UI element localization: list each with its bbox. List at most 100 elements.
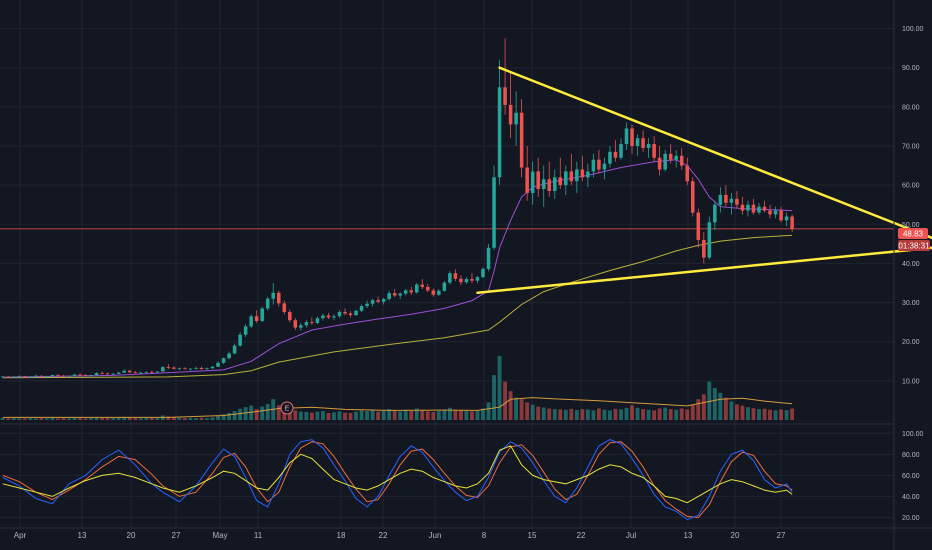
last-price-value: 48.83 <box>903 230 924 239</box>
volume-bar <box>287 409 292 420</box>
candle <box>254 310 259 323</box>
candle-body <box>696 212 701 240</box>
volume-bar <box>359 410 364 420</box>
candle <box>751 198 756 215</box>
volume-bar <box>630 405 634 420</box>
volume-bar <box>503 381 508 420</box>
volume-bar <box>343 412 347 420</box>
candle-body <box>702 239 706 258</box>
candle <box>0 375 5 378</box>
candle <box>94 372 99 376</box>
volume-bar <box>381 410 386 420</box>
volume-bar <box>734 404 739 420</box>
volume-bar <box>492 375 496 420</box>
candle-body <box>597 159 601 170</box>
volume-bar <box>78 418 82 420</box>
candle <box>6 375 11 378</box>
volume-bar <box>547 408 552 420</box>
candle <box>591 153 596 178</box>
earnings-event-label: E <box>285 406 290 413</box>
candle <box>150 370 154 374</box>
volume-bar <box>194 418 198 420</box>
price-axis[interactable]: 10.00 20.00 30.00 40.00 50.00 60.00 70.00 80.00… <box>902 26 924 385</box>
candle-body <box>177 368 182 370</box>
candle-body <box>503 87 507 105</box>
volume-bar <box>39 418 44 420</box>
candle <box>779 206 783 223</box>
earnings-event-marker[interactable]: E <box>280 401 294 415</box>
candle-body <box>337 311 342 317</box>
volume-bar <box>133 418 138 420</box>
candle-body <box>768 210 772 215</box>
candle <box>392 288 397 298</box>
volume-bar <box>392 410 397 420</box>
volume-bar <box>332 412 336 420</box>
candle-body <box>569 171 574 182</box>
volume-bar <box>227 412 232 420</box>
candle-body <box>431 290 436 295</box>
candle <box>276 290 281 307</box>
candle <box>575 161 579 193</box>
volume-bar <box>514 397 519 420</box>
candle-body <box>343 311 347 314</box>
candle-body <box>492 177 496 248</box>
volume-bar <box>751 408 756 420</box>
volume-bar <box>602 409 607 420</box>
candle <box>83 374 88 377</box>
volume-bar <box>221 414 226 420</box>
volume-bar <box>790 408 795 420</box>
candle-body <box>188 368 193 370</box>
candle <box>690 177 695 217</box>
candle <box>558 157 563 190</box>
volume-bar <box>398 411 403 420</box>
volume-bar <box>718 392 723 420</box>
candle-body <box>481 268 485 278</box>
candle <box>199 366 204 370</box>
volume-bar <box>304 412 309 420</box>
candle <box>398 292 402 300</box>
candle-body <box>56 374 60 376</box>
candle-body <box>514 112 518 125</box>
candle <box>718 187 723 213</box>
volume-bar <box>470 411 474 420</box>
candle <box>161 365 165 372</box>
candle-body <box>260 308 264 321</box>
volume-bar <box>326 412 331 420</box>
oscillator-axis[interactable]: 20.00 40.00 60.00 80.00 100.00 <box>902 431 924 522</box>
volume-bar <box>464 410 469 420</box>
volume-bar <box>56 418 60 420</box>
time-axis[interactable]: Apr 13 20 27 May 11 18 22 Jun 8 15 22 Jul 13 20 27 <box>14 531 786 540</box>
price-tick-label: 100.00 <box>902 26 924 33</box>
volume-bar <box>282 407 287 420</box>
candle-body <box>111 373 115 375</box>
candle-body <box>530 171 535 193</box>
volume-bar <box>403 409 408 420</box>
volume-bar <box>663 407 668 420</box>
time-tick-label: 18 <box>337 531 346 540</box>
candle <box>155 371 160 374</box>
candle-body <box>116 372 121 374</box>
candle <box>17 375 22 378</box>
candle <box>227 351 231 360</box>
candle <box>221 357 226 365</box>
candle-body <box>635 138 640 146</box>
trendline[interactable] <box>476 246 932 295</box>
candle-body <box>453 273 458 279</box>
candle <box>420 279 425 289</box>
triangle-pattern[interactable] <box>476 66 932 295</box>
candle <box>359 304 364 312</box>
volume-bar <box>387 409 392 420</box>
candle <box>293 318 298 330</box>
volume-bar <box>17 418 22 420</box>
volume-bar <box>541 407 546 420</box>
volume-bar <box>238 408 243 420</box>
candle <box>448 271 452 285</box>
trendline[interactable] <box>498 66 932 246</box>
volume-bar <box>729 401 734 420</box>
candle-body <box>122 370 126 373</box>
candle <box>205 367 209 370</box>
candle <box>243 324 248 338</box>
candle-body <box>34 375 38 377</box>
candle-body <box>276 292 281 304</box>
